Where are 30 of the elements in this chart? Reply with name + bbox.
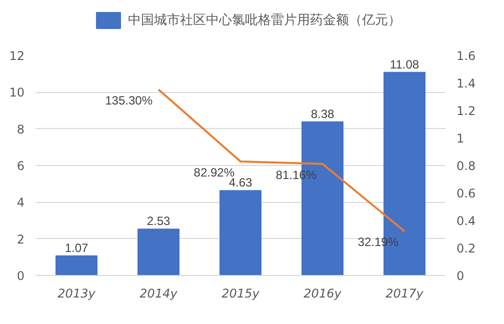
data-label: 135.30%	[105, 93, 153, 108]
bar	[138, 228, 180, 276]
y2-tick-label: 0	[456, 269, 464, 283]
y2-tick-label: 1	[456, 132, 464, 146]
data-label: 8.38	[310, 106, 335, 121]
x-tick-label: 2016y	[304, 286, 342, 300]
x-tick-label: 2017y	[386, 286, 424, 300]
bar	[220, 190, 262, 276]
y-tick-label: 8	[16, 122, 25, 136]
data-label: 2.53	[146, 214, 171, 228]
bar	[56, 255, 98, 276]
y2-tick-label: 1.6	[456, 49, 476, 63]
y2-tick-label: 0.2	[456, 242, 476, 256]
y-tick-label: 0	[16, 269, 25, 283]
y2-tick-label: 1.4	[456, 76, 476, 90]
x-tick-label: 2015y	[222, 286, 260, 300]
y-tick-label: 4	[16, 196, 25, 210]
data-label: 11.08	[390, 57, 420, 72]
y2-tick-label: 0.8	[456, 159, 476, 173]
data-label: 1.07	[64, 240, 89, 255]
x-tick-label: 2013y	[58, 286, 96, 300]
y-tick-label: 12	[9, 49, 25, 63]
y2-tick-label: 0.6	[456, 186, 476, 200]
y-tick-label: 10	[9, 86, 25, 100]
x-tick-label: 2014y	[140, 286, 178, 300]
legend-label: 中国城市社区中心氯吡格雷片用药金额（亿元）	[128, 11, 401, 29]
y2-tick-label: 1.2	[456, 104, 476, 118]
y-tick-label: 2	[16, 232, 25, 246]
y-tick-label: 6	[16, 159, 25, 173]
y2-tick-label: 0.4	[456, 214, 476, 228]
